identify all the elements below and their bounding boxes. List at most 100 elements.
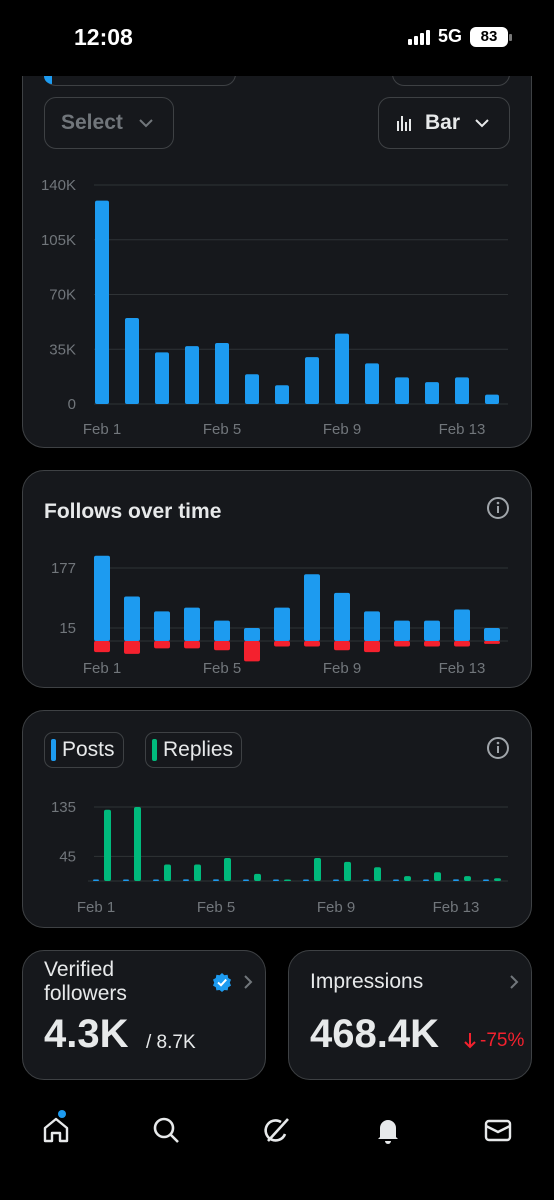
bar-positive [244,628,260,641]
impressions-card[interactable] [288,950,532,1080]
bar [275,385,289,404]
bar-negative [94,640,110,653]
bar-positive [214,620,230,641]
bar-negative [484,640,500,644]
bar [95,200,109,404]
search-icon [153,1117,179,1143]
info-icon[interactable] [486,496,510,520]
bar [335,333,349,404]
x-tick-label: Feb 5 [197,899,235,916]
y-tick-label: 15 [59,620,76,637]
battery-icon: 83 [470,26,512,47]
y-tick-label: 35K [49,341,76,358]
notification-dot [58,1110,66,1118]
bottom-nav [0,1090,554,1200]
bar-posts [273,879,279,881]
posts-swatch [51,739,56,761]
messages-icon [484,1119,512,1142]
legend-replies[interactable]: Replies [145,732,243,768]
bar [155,352,169,404]
bar-replies [344,861,351,881]
bar [365,363,379,404]
bar-replies [374,867,381,881]
bar-positive [154,611,170,641]
bar-posts [183,879,189,881]
impressions-bar-chart: 140K 105K 70K 35K 0 Feb 1 Feb 5 Feb 9 Feb 13 [41,177,508,438]
x-tick-label: Feb 13 [439,421,486,438]
bar-replies [404,876,411,881]
y-tick-label: 70K [49,287,76,304]
y-tick-label: 177 [51,560,76,577]
home-icon [43,1117,69,1143]
bar-negative [244,640,260,662]
bar-posts [393,879,399,881]
status-bar: 12:08 5G 83 [0,0,554,76]
info-icon[interactable] [486,736,510,760]
bar-positive [484,628,500,641]
x-tick-label: Feb 9 [317,899,355,916]
bar-posts [483,879,489,881]
nav-search[interactable] [144,1108,188,1152]
follows-bar-chart: 177 15 Feb 1 Feb 5 Feb 9 Feb 13 [51,555,508,677]
bar-negative [334,640,350,651]
chevron-down-icon [475,119,489,128]
bar-posts [93,879,99,881]
grok-icon [264,1118,289,1142]
notifications-icon [378,1120,398,1144]
bar-positive [364,611,380,641]
bar-posts [243,879,249,881]
bar-positive [394,620,410,641]
impressions-change: -75% [480,1030,525,1051]
x-tick-label: Feb 5 [203,660,241,677]
bar-negative [154,640,170,649]
nav-grok[interactable] [255,1108,299,1152]
y-tick-label: 140K [41,177,76,194]
bar-negative [184,640,200,649]
legend-posts[interactable]: Posts [44,732,124,768]
y-tick-label: 135 [51,799,76,816]
impressions-label: Impressions [310,970,424,993]
bar [185,346,199,404]
bar-replies [194,864,201,881]
network-type: 5G [437,26,462,46]
follows-title: Follows over time [44,500,222,523]
verified-followers-label: Verified followers [44,958,127,1005]
nav-home[interactable] [34,1108,78,1152]
bar-replies [494,878,501,881]
bar-negative [304,640,320,647]
bar-chart-icon [397,116,411,131]
bar-posts [453,879,459,881]
bar-positive [124,596,140,641]
bar-negative [454,640,470,647]
select-dropdown[interactable]: Select [44,97,174,149]
x-tick-label: Feb 13 [433,899,480,916]
bar-replies [104,809,111,881]
bar-positive [94,555,110,641]
bar-posts [123,879,129,881]
bar-posts [303,879,309,881]
bar [215,342,229,404]
x-tick-label: Feb 9 [323,660,361,677]
y-tick-label: 105K [41,232,76,249]
bar-posts [363,879,369,881]
legend-replies-label: Replies [163,738,234,761]
verified-followers-card[interactable] [22,950,266,1080]
followers-total: / 8.7K [146,1032,196,1053]
bar-posts [153,879,159,881]
bar [455,377,469,404]
date-range-pill[interactable] [392,66,510,86]
chart-type-dropdown[interactable]: Bar [378,97,510,149]
bar-replies [164,864,171,881]
chevron-right-icon [510,975,519,989]
bar [245,374,259,404]
bar-replies [224,857,231,881]
bar-negative [364,640,380,653]
bar [125,317,139,404]
bar [305,357,319,404]
nav-messages[interactable] [476,1108,520,1152]
y-tick-label: 45 [59,848,76,865]
verified-badge-icon [213,973,231,992]
battery-level: 83 [480,27,498,45]
legend-posts-label: Posts [62,738,115,761]
nav-notifications[interactable] [366,1108,410,1152]
